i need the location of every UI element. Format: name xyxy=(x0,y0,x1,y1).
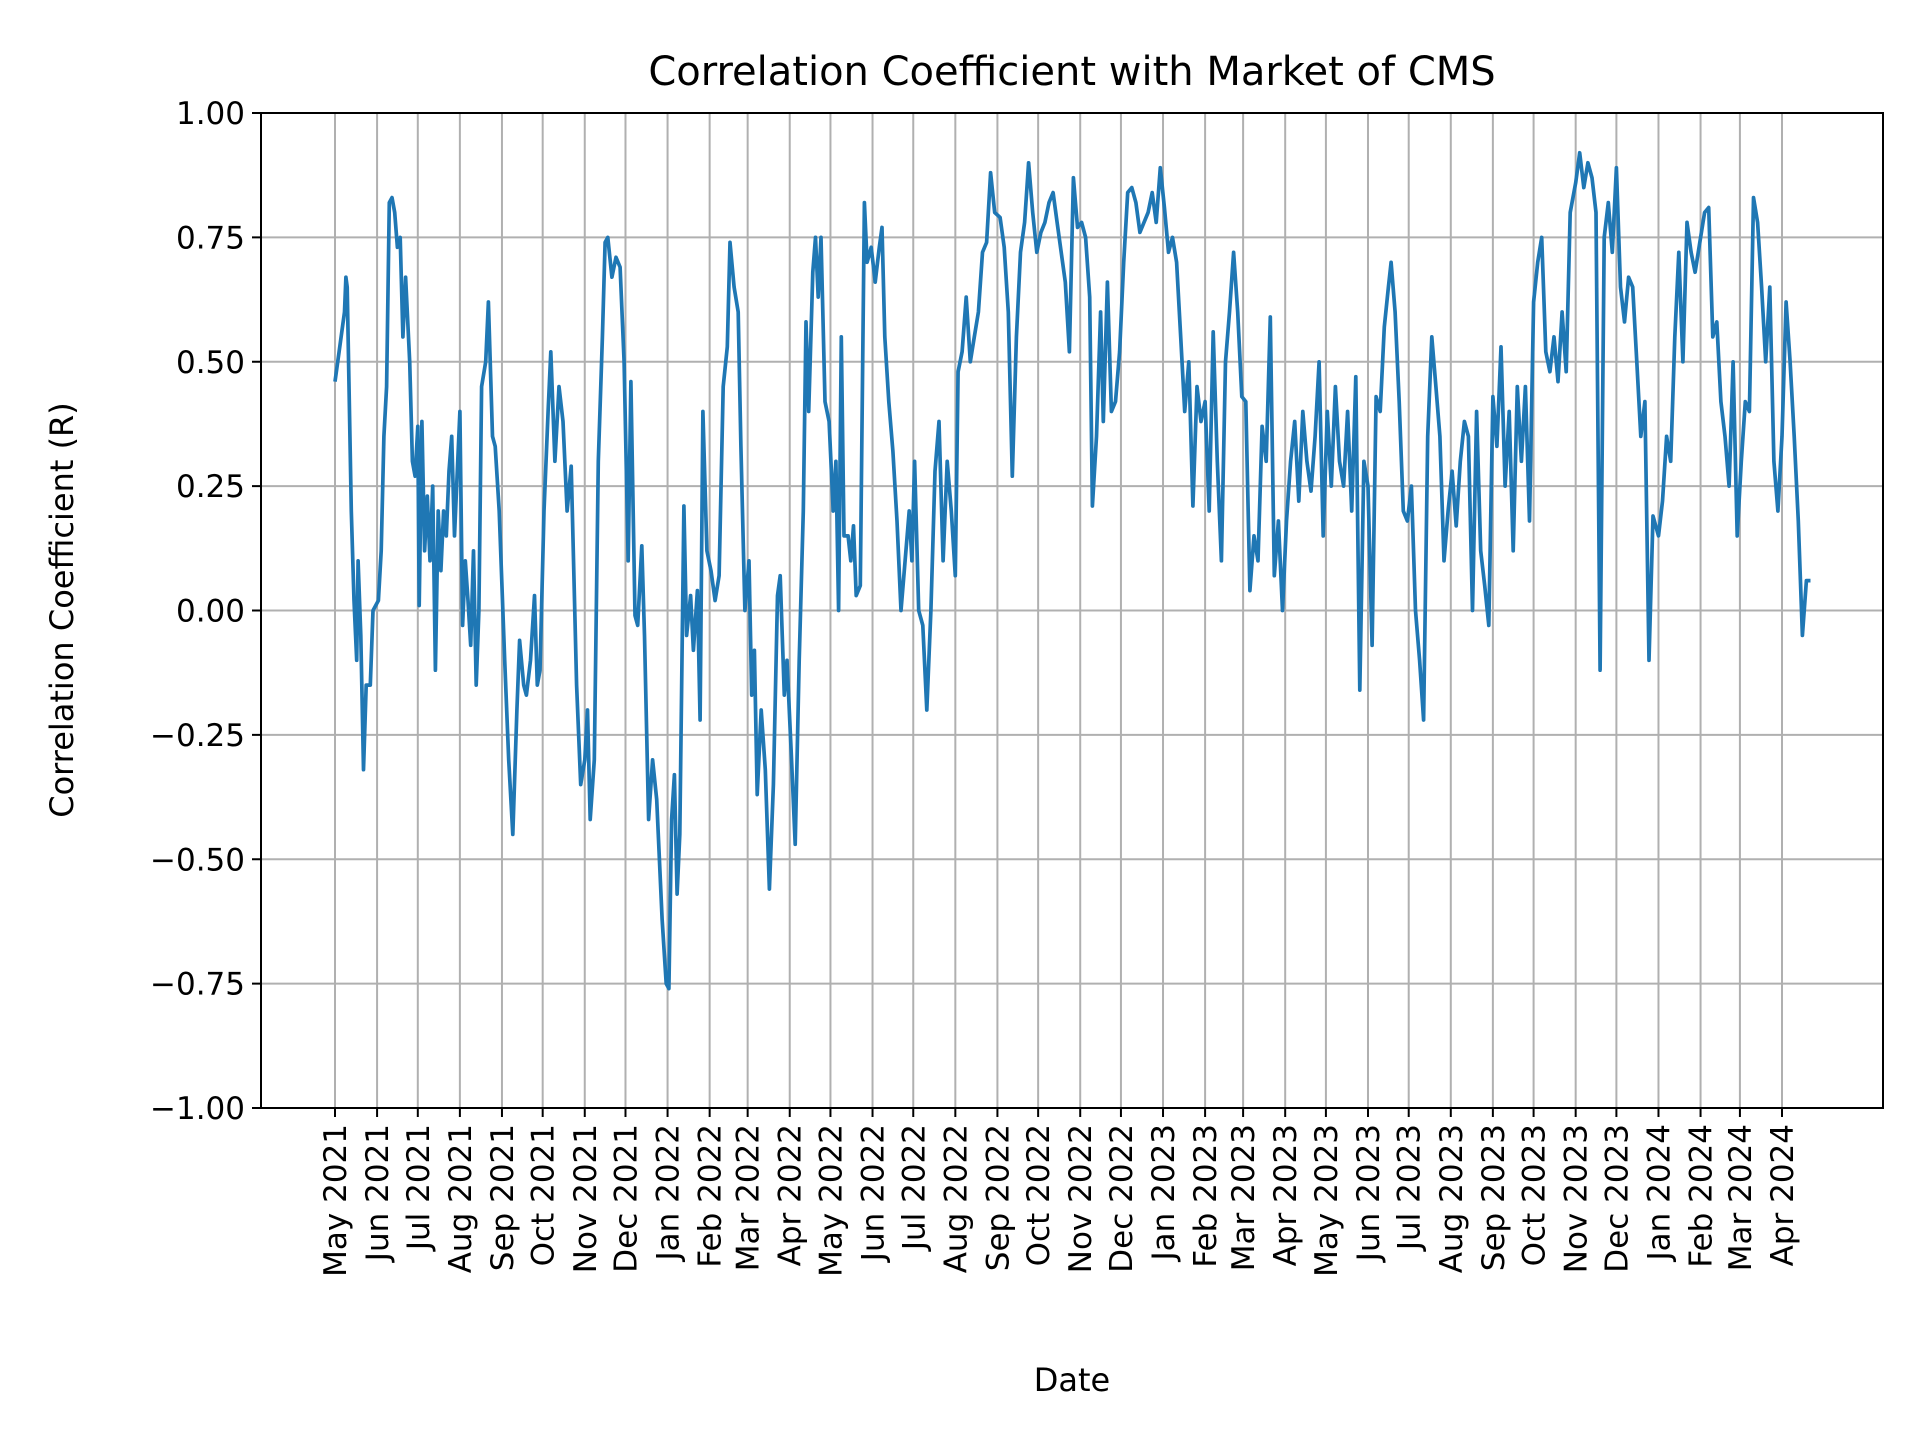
y-tick-label: 0.75 xyxy=(176,220,245,256)
x-tick-label: Nov 2023 xyxy=(1559,1124,1595,1273)
y-tick-label: 1.00 xyxy=(176,96,245,132)
x-tick-label: Sep 2023 xyxy=(1476,1124,1512,1271)
x-tick-label: Feb 2023 xyxy=(1188,1124,1224,1268)
x-tick-label: Mar 2023 xyxy=(1226,1124,1262,1271)
x-tick-label: Aug 2021 xyxy=(443,1124,479,1273)
x-tick-label: Aug 2023 xyxy=(1434,1124,1470,1273)
x-tick-label: Mar 2022 xyxy=(731,1124,767,1271)
x-tick-label: Jun 2021 xyxy=(360,1124,396,1263)
x-tick-label: Aug 2022 xyxy=(938,1124,974,1273)
x-tick-label: Dec 2021 xyxy=(608,1124,644,1273)
x-tick-label: Oct 2023 xyxy=(1517,1124,1553,1266)
x-tick-label: Jan 2023 xyxy=(1146,1124,1182,1263)
y-tick-label: −0.25 xyxy=(150,718,245,754)
x-tick-label: Dec 2022 xyxy=(1104,1124,1140,1273)
x-tick-label: May 2023 xyxy=(1309,1124,1345,1277)
x-tick-label: Jun 2023 xyxy=(1351,1124,1387,1263)
y-tick-label: −1.00 xyxy=(150,1091,245,1127)
y-tick-label: 0.50 xyxy=(176,345,245,381)
x-tick-label: Jan 2024 xyxy=(1641,1124,1677,1263)
x-tick-label: Feb 2024 xyxy=(1684,1124,1720,1268)
y-tick-label: −0.75 xyxy=(150,967,245,1003)
x-axis-label: Date xyxy=(1034,1361,1110,1399)
x-tick-label: Feb 2022 xyxy=(693,1124,729,1268)
chart-title: Correlation Coefficient with Market of C… xyxy=(648,49,1495,95)
y-axis: −1.00 −0.75 −0.50 −0.25 0.00 0.25 0.50 0.75 1.00 xyxy=(150,96,261,1127)
x-tick-label: May 2021 xyxy=(318,1124,354,1277)
x-tick-label: Sep 2021 xyxy=(485,1124,521,1271)
x-tick-label: Apr 2023 xyxy=(1268,1124,1304,1266)
y-tick-label: 0.25 xyxy=(176,469,245,505)
x-tick-label: Jul 2021 xyxy=(401,1124,437,1252)
x-tick-label: Oct 2022 xyxy=(1021,1124,1057,1266)
x-tick-label: Jul 2022 xyxy=(896,1124,932,1252)
y-tick-label: −0.50 xyxy=(150,842,245,878)
y-axis-label: Correlation Coefficient (R) xyxy=(43,402,81,818)
y-tick-label: 0.00 xyxy=(176,594,245,630)
x-tick-label: Jun 2022 xyxy=(856,1124,892,1263)
series-layer xyxy=(333,150,1811,991)
x-tick-label: Sep 2022 xyxy=(980,1124,1016,1271)
x-tick-label: Jul 2023 xyxy=(1392,1124,1428,1252)
x-tick-label: May 2022 xyxy=(813,1124,849,1277)
x-axis: May 2021 Jun 2021 Jul 2021 Aug 2021 Sep 2021… xyxy=(318,1108,1801,1277)
x-tick-label: Mar 2024 xyxy=(1723,1124,1759,1271)
x-tick-label: Nov 2021 xyxy=(568,1124,604,1273)
x-tick-label: Oct 2021 xyxy=(526,1124,562,1266)
x-tick-label: Nov 2022 xyxy=(1063,1124,1099,1273)
x-tick-label: Apr 2022 xyxy=(773,1124,809,1266)
x-tick-label: Jan 2022 xyxy=(651,1124,687,1263)
x-tick-label: Dec 2023 xyxy=(1599,1124,1635,1273)
series-line xyxy=(333,150,1811,991)
x-tick-label: Apr 2024 xyxy=(1765,1124,1801,1266)
